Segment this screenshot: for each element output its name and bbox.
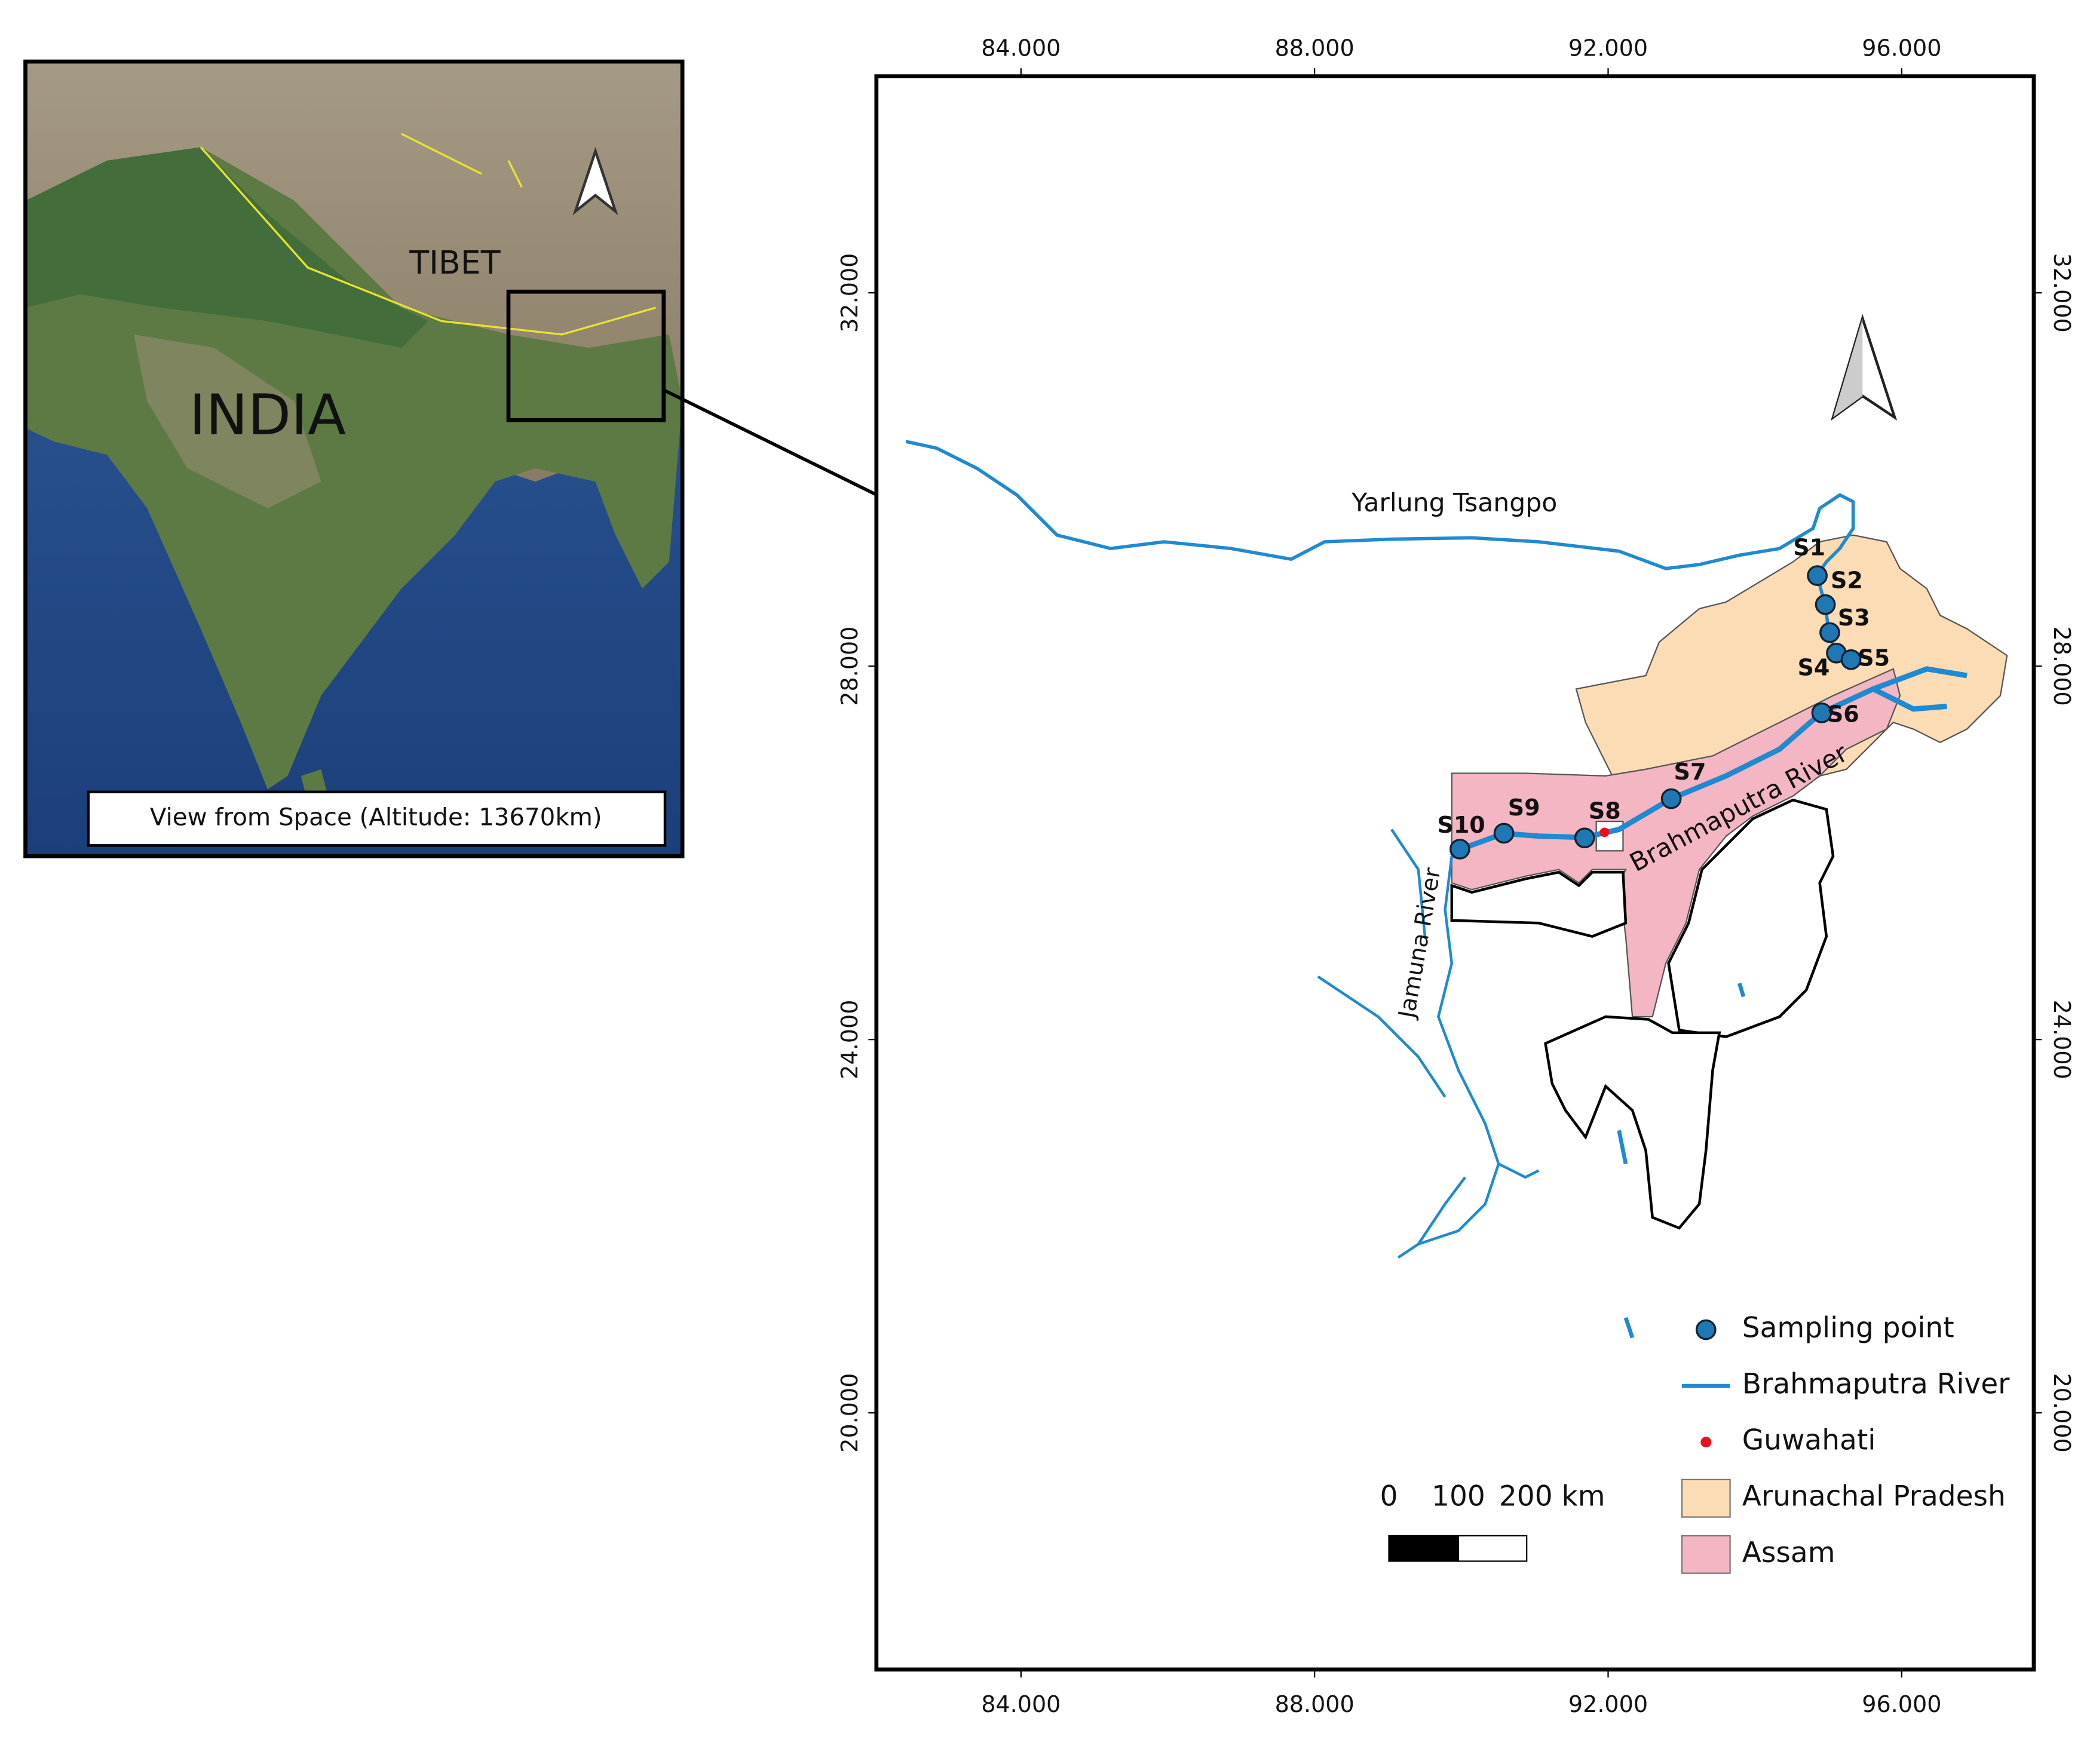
y-tick-label: 24.000	[836, 1000, 863, 1079]
y-tick-label: 20.000	[836, 1373, 863, 1453]
inset: TIBET INDIA View from Space (Altitude: 1…	[23, 59, 685, 858]
water-bodies	[1617, 983, 1746, 1339]
inset-north-arrow	[572, 147, 618, 216]
assam	[1451, 668, 1901, 1018]
legend: Sampling point Brahmaputra River Guwahati A…	[1681, 1312, 2010, 1574]
yarlung-tsangpo-river	[905, 440, 1855, 661]
x-tick-label: 88.000	[1275, 35, 1354, 61]
sampling-point	[1807, 565, 1828, 586]
mizoram-tripura	[1544, 1015, 1721, 1230]
inset-label: TIBET	[409, 244, 500, 281]
y-tick-label: 28.000	[2049, 627, 2075, 706]
inset-frame	[23, 59, 685, 858]
site-label: S5	[1858, 645, 1890, 671]
sampling-point	[1815, 594, 1836, 615]
x-tick-label: 92.000	[1568, 35, 1648, 61]
scale-bar-white	[1457, 1535, 1528, 1562]
inset-plains	[133, 334, 321, 509]
sampling-point	[1660, 788, 1682, 809]
inset-caption: View from Space (Altitude: 13670km)	[150, 803, 602, 832]
y-tick-label: 20.000	[2049, 1373, 2075, 1453]
x-tick-label: 92.000	[1568, 1691, 1648, 1717]
sampling-point	[1574, 827, 1595, 849]
river-label: Yarlung Tsangpo	[1351, 489, 1557, 518]
jamuna-river	[1317, 829, 1540, 1259]
legend-label: Sampling point	[1742, 1312, 1954, 1345]
meghalaya	[1450, 870, 1628, 938]
legend-label: Brahmaputra River	[1742, 1368, 2010, 1401]
x-tick-label: 88.000	[1275, 1691, 1354, 1717]
legend-symbol	[1681, 1478, 1731, 1518]
site-label: S7	[1674, 759, 1706, 785]
nagaland-manipur	[1667, 798, 1835, 1038]
x-tick-label: 96.000	[1862, 35, 1941, 61]
inset-borders	[200, 133, 656, 336]
site-label: S6	[1827, 701, 1859, 727]
site-label: S3	[1838, 605, 1870, 631]
legend-symbol	[1695, 1319, 1717, 1340]
site-label: S8	[1589, 798, 1621, 824]
site-label: S4	[1797, 655, 1829, 681]
scale-label: 100	[1432, 1480, 1485, 1513]
inset-focus-box	[506, 289, 666, 422]
inset-himalaya	[25, 147, 428, 348]
y-tick-label: 32.000	[836, 253, 863, 333]
y-tick-label: 28.000	[836, 627, 863, 706]
sampling-point	[1811, 702, 1832, 723]
site-label: S1	[1793, 534, 1825, 560]
y-tick-label: 32.000	[2049, 253, 2075, 333]
sampling-point	[1840, 649, 1862, 670]
x-tick-label: 84.000	[981, 1691, 1061, 1717]
legend-symbol	[1681, 1535, 1731, 1574]
sampling-point	[1493, 823, 1515, 844]
scale-label: 200 km	[1499, 1480, 1605, 1513]
legend-label: Guwahati	[1742, 1424, 1876, 1457]
north-arrow-shade	[1833, 318, 1863, 418]
scale-label: 0	[1380, 1480, 1398, 1513]
guwahati-point	[1599, 827, 1610, 837]
legend-label: Arunachal Pradesh	[1742, 1480, 2006, 1513]
sampling-point	[1449, 839, 1470, 860]
legend-label: Assam	[1742, 1536, 1835, 1569]
inset-label: INDIA	[189, 383, 347, 448]
caption-box	[87, 790, 667, 847]
x-tick-label: 84.000	[981, 35, 1061, 61]
scale-bar-black	[1388, 1535, 1460, 1562]
states	[1450, 534, 2008, 1230]
sampling-point	[1819, 622, 1840, 643]
y-tick-label: 24.000	[2049, 1000, 2075, 1079]
site-label: S9	[1508, 794, 1540, 821]
site-label: S2	[1831, 567, 1863, 593]
legend-symbol	[1700, 1437, 1712, 1448]
site-label: S10	[1437, 812, 1485, 838]
x-tick-label: 96.000	[1862, 1691, 1941, 1717]
